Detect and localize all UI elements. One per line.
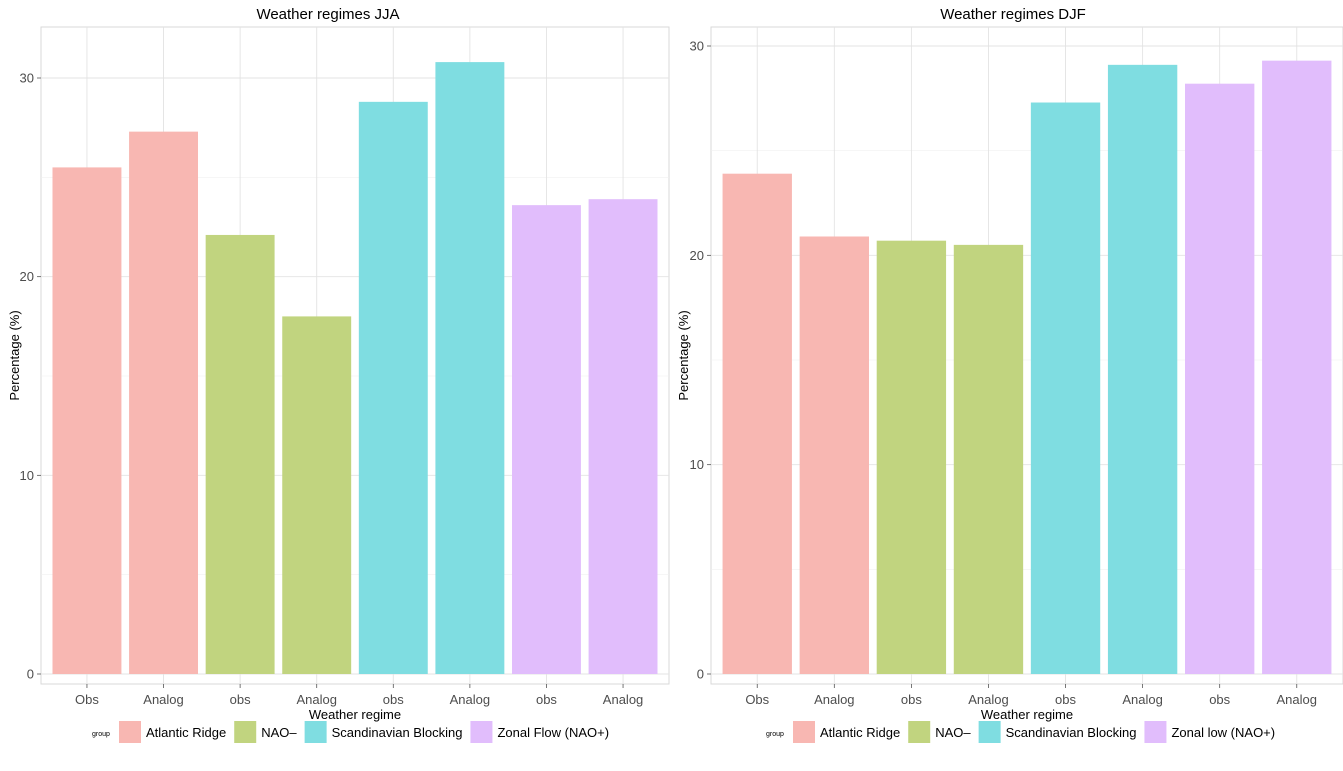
bar [282,316,352,674]
x-tick-label: Obs [745,692,769,707]
y-tick-label: 10 [20,468,34,483]
y-axis-label: Percentage (%) [676,310,691,400]
legend-swatch [119,721,141,743]
legend-swatch [234,721,257,743]
legend-swatch [793,721,815,743]
legend-swatch [304,721,327,743]
bar [435,62,505,674]
bar [52,167,122,674]
legend-label: Scandinavian Blocking [332,725,463,740]
x-tick-label: Analog [603,692,643,707]
legend-label: Atlantic Ridge [146,725,226,740]
legend-label: NAO– [935,725,971,740]
bar [1185,83,1255,675]
chart-title: Weather regimes DJF [940,6,1086,23]
x-tick-label: obs [383,692,404,707]
x-tick-label: Analog [1122,692,1162,707]
x-tick-label: obs [536,692,557,707]
y-tick-label: 0 [27,667,34,682]
y-axis-label: Percentage (%) [7,310,22,400]
y-tick-label: 30 [690,39,704,54]
y-tick-label: 20 [20,269,34,284]
x-tick-label: Analog [143,692,183,707]
chart-title: Weather regimes JJA [256,6,399,23]
legend-swatch [908,721,931,743]
x-tick-label: Obs [75,692,99,707]
legend-title: group [92,731,110,738]
bar [1030,102,1101,674]
x-tick-label: Analog [968,692,1008,707]
y-tick-label: 30 [20,71,34,86]
legend-label: Zonal Flow (NAO+) [497,725,609,740]
x-tick-label: Analog [450,692,490,707]
bar [1262,60,1332,675]
legend-label: Atlantic Ridge [820,725,900,740]
bar [512,205,581,674]
legend-swatch [470,721,493,743]
chart-djf: 0 10 20 30 Obs Analog obs Analog obs Analog obs Ana… [676,6,1343,743]
x-axis-label: Weather regime [309,707,401,722]
x-tick-label: Analog [1277,692,1317,707]
chart-jja: 0 10 20 30 Obs Analog obs Analog obs Analog obs Ana… [7,6,670,743]
legend-label: Scandinavian Blocking [1006,725,1137,740]
bar [1107,64,1178,675]
legend-title: group [766,731,784,738]
bar [799,236,869,674]
x-tick-label: obs [1055,692,1076,707]
x-tick-label: obs [901,692,922,707]
x-tick-label: obs [1209,692,1230,707]
x-tick-label: obs [230,692,251,707]
legend-swatch [1144,721,1167,743]
x-tick-label: Analog [814,692,854,707]
y-tick-label: 10 [690,457,704,472]
bar [722,173,792,674]
bar [588,199,658,675]
y-tick-label: 0 [697,667,704,682]
bar [129,131,198,674]
bar [953,244,1024,674]
legend-label: Zonal low (NAO+) [1171,725,1275,740]
x-tick-label: Analog [296,692,336,707]
bar [358,101,428,675]
y-tick-label: 20 [690,248,704,263]
bar [205,234,275,675]
legend-label: NAO– [261,725,297,740]
legend-swatch [978,721,1001,743]
x-axis-label: Weather regime [981,707,1073,722]
bar [876,240,947,674]
